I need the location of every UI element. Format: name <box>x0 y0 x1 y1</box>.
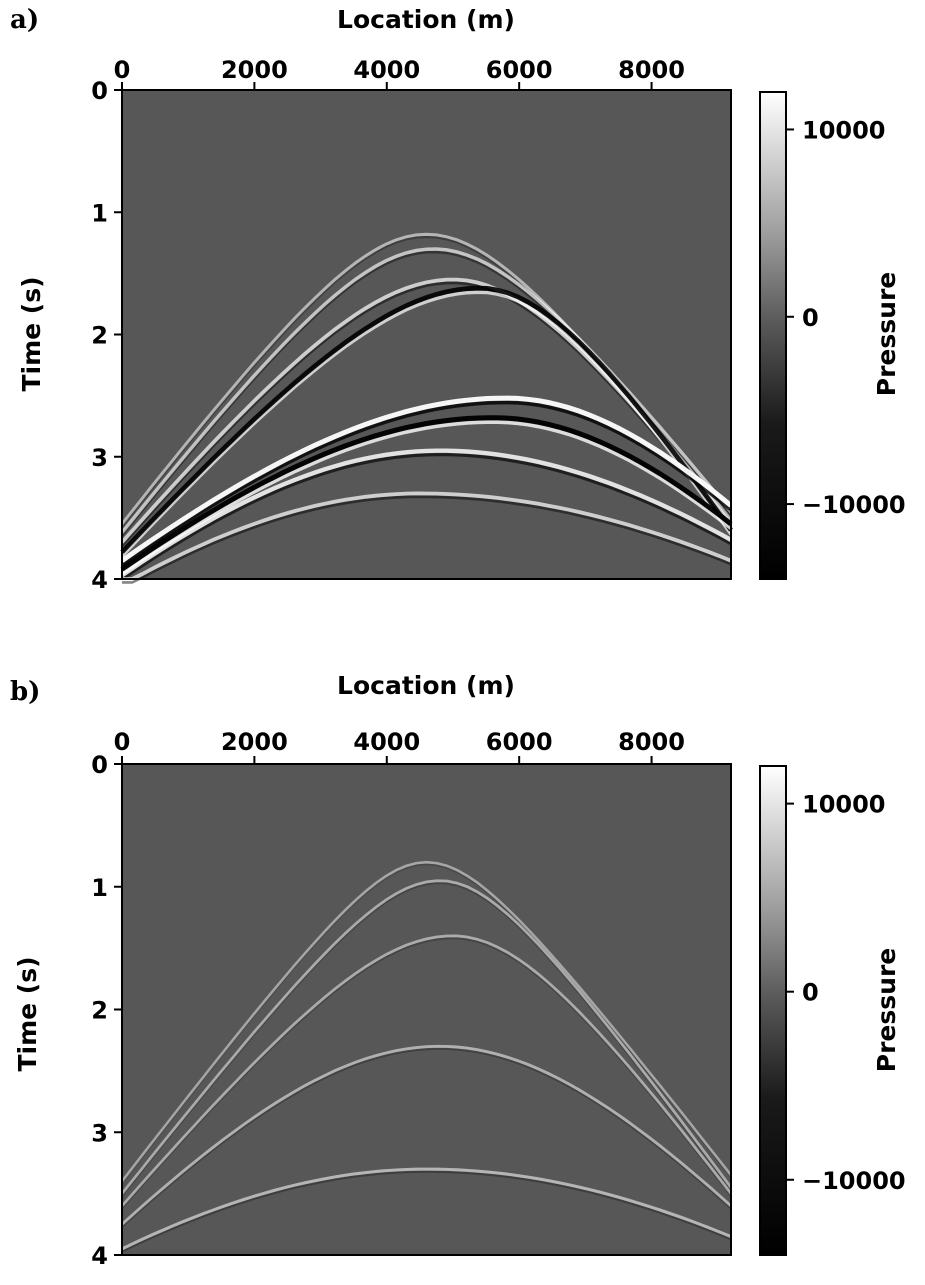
panel-b-label: b) <box>10 677 40 707</box>
panel-a-colorbar-ticks: 10000 0 −10000 <box>786 116 906 519</box>
panel-a-y-tick-label: 0 <box>91 77 108 105</box>
panel-a-event-reflection <box>120 448 733 578</box>
panel-b-y-ticks: 0 1 2 3 4 <box>91 751 122 1270</box>
panel-a-y-tick-label: 2 <box>91 322 108 350</box>
panel-a-plot-frame <box>121 89 732 580</box>
panel-a-colorbar-tick-label: 10000 <box>802 116 886 144</box>
panel-a-event-sidelobe <box>121 281 733 547</box>
panel-a-y-ticks: 0 1 2 3 4 <box>91 77 122 594</box>
panel-b-event-reflection <box>120 860 733 1183</box>
panel-b-y-tick-label: 1 <box>91 874 108 902</box>
panel-b-y-axis-title: Time (s) <box>13 956 42 1071</box>
panel-b-x-ticks: 0 2000 4000 6000 8000 <box>114 728 685 764</box>
panel-b-colorbar-tick-label: −10000 <box>802 1167 906 1195</box>
panel-b-colorbar-tick-label: 0 <box>802 979 819 1007</box>
panel-a-label: a) <box>10 5 39 35</box>
panel-a-y-tick-label: 1 <box>91 199 108 227</box>
panel-a-seismic-events <box>120 232 733 584</box>
panel-b-colorbar-ticks: 10000 0 −10000 <box>786 791 906 1195</box>
panel-a-event-sidelobe <box>120 290 733 558</box>
panel-b-event-sidelobe <box>121 1170 732 1253</box>
panel-a-colorbar-title: Pressure <box>872 272 901 396</box>
panel-b-plot-frame <box>121 763 732 1256</box>
panel-a-y-axis-title: Time (s) <box>17 276 46 391</box>
panel-a-x-tick-label: 0 <box>114 56 131 84</box>
panel-a-x-tick-label: 2000 <box>221 56 288 84</box>
panel-b-colorbar-tick-label: 10000 <box>802 791 886 819</box>
panel-a-y-tick-label: 3 <box>91 444 108 472</box>
panel-b-event-reflection <box>120 934 733 1207</box>
panel-a-event-sidelobe <box>121 420 733 576</box>
panel-b-seismic-events <box>120 860 733 1253</box>
panel-a-x-tick-label: 8000 <box>618 56 685 84</box>
panel-b-event-reflection <box>120 879 733 1195</box>
panel-b-x-tick-label: 2000 <box>221 728 288 756</box>
panel-b-y-tick-label: 0 <box>91 751 108 779</box>
panel-b: b) Location (m) Time (s) 0 2000 4000 6000 80… <box>10 671 906 1270</box>
panel-a-y-tick-label: 4 <box>91 566 108 594</box>
panel-b-event-sidelobe <box>121 863 732 1185</box>
panel-b-y-tick-label: 2 <box>91 997 108 1025</box>
panel-b-colorbar <box>759 765 787 1256</box>
panel-a-event-reflection <box>120 415 733 572</box>
panel-b-event-sidelobe <box>121 882 732 1197</box>
panel-b-y-tick-label: 4 <box>91 1242 108 1270</box>
panel-b-x-tick-label: 8000 <box>618 728 685 756</box>
panel-b-x-axis-title: Location (m) <box>337 671 515 700</box>
panel-b-event-sidelobe <box>121 937 732 1210</box>
panel-a-event-reflection <box>120 247 733 534</box>
panel-a-x-tick-label: 4000 <box>353 56 420 84</box>
panel-b-colorbar-title: Pressure <box>872 948 901 1072</box>
panel-a-x-ticks: 0 2000 4000 6000 8000 <box>114 56 685 90</box>
panel-b-x-tick-label: 4000 <box>353 728 420 756</box>
panel-a-colorbar <box>759 91 787 580</box>
panel-a-event-reflection <box>122 491 732 581</box>
panel-b-event-sidelobe <box>121 1047 732 1228</box>
panel-a-event-sidelobe <box>121 453 732 581</box>
panel-a-colorbar-tick-label: 0 <box>802 304 819 332</box>
panel-b-x-tick-label: 0 <box>114 728 131 756</box>
panel-a-event-reflection <box>120 395 733 563</box>
panel-b-x-tick-label: 6000 <box>486 728 553 756</box>
panel-a-colorbar-tick-label: −10000 <box>802 491 906 519</box>
panel-a-event-sidelobe <box>122 495 732 584</box>
panel-b-event-reflection <box>121 1167 732 1251</box>
panel-b-plot-background <box>122 764 731 1255</box>
panel-a-event-reflection <box>120 285 733 554</box>
panel-a-event-sidelobe <box>121 400 733 567</box>
panel-a-x-tick-label: 6000 <box>486 56 553 84</box>
panel-a: a) Location (m) Time (s) 0 2000 4000 6000 80… <box>10 5 906 594</box>
panel-b-event-reflection <box>121 1044 732 1226</box>
panel-b-y-tick-label: 3 <box>91 1119 108 1147</box>
panel-a-x-axis-title: Location (m) <box>337 5 515 34</box>
